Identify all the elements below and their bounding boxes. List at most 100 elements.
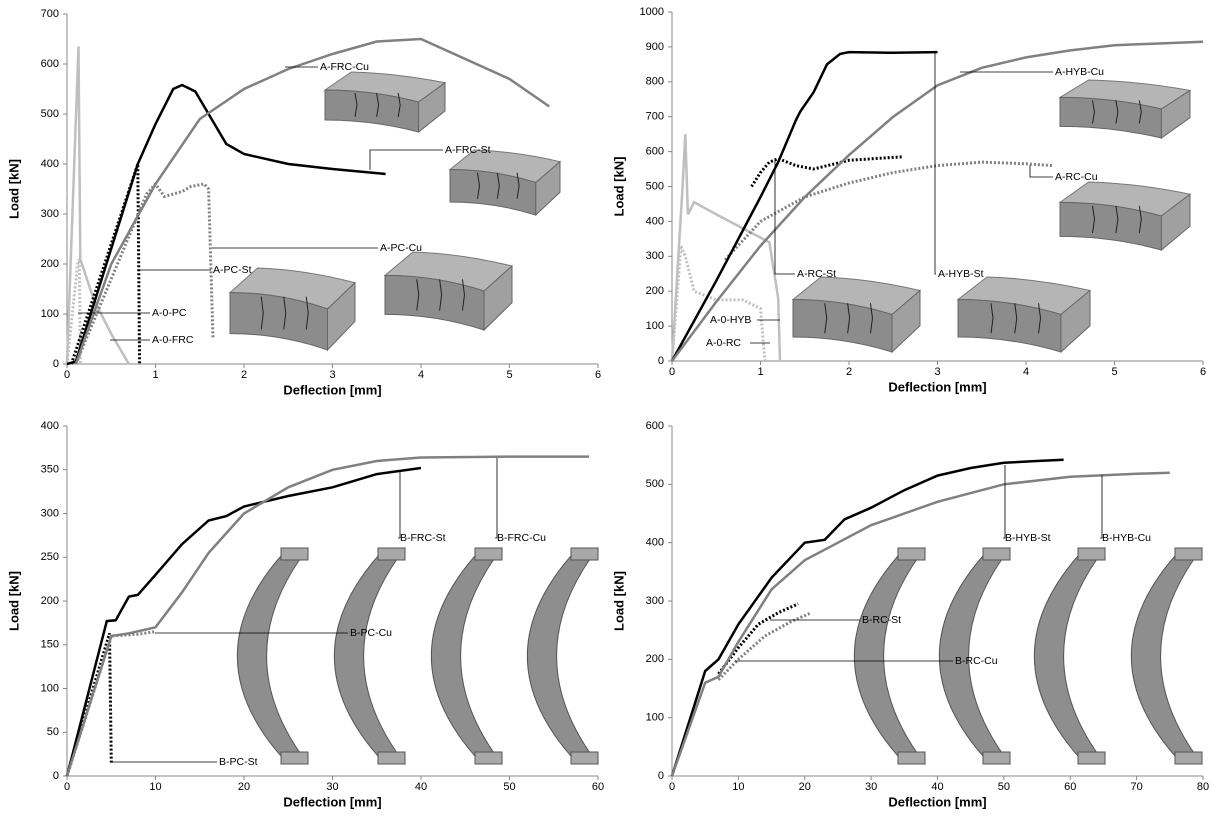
series-label: A-0-RC	[706, 337, 741, 349]
series-label: B-FRC-Cu	[497, 532, 546, 544]
x-tick-label: 60	[592, 781, 604, 793]
x-tick-label: 40	[415, 781, 427, 793]
model-face	[1078, 752, 1105, 764]
x-tick-label: 3	[934, 366, 940, 378]
model-face	[983, 752, 1010, 764]
model-face	[237, 548, 308, 764]
model-face	[1175, 752, 1202, 764]
series-label: B-HYB-St	[1005, 532, 1051, 544]
x-tick-label: 5	[1111, 366, 1117, 378]
x-axis-title: Deflection [mm]	[283, 382, 381, 397]
model-render	[1060, 80, 1190, 138]
x-tick-label: 5	[506, 369, 512, 381]
model-face	[334, 548, 405, 764]
model-render	[237, 548, 308, 764]
model-render	[854, 548, 925, 764]
model-face	[571, 548, 598, 560]
y-tick-label: 200	[41, 595, 59, 607]
model-face	[527, 548, 598, 764]
x-axis-title: Deflection [mm]	[283, 794, 381, 809]
x-tick-label: 60	[1064, 781, 1076, 793]
model-render	[1034, 548, 1105, 764]
y-tick-label: 0	[53, 770, 59, 782]
model-render	[325, 72, 445, 132]
model-face	[281, 548, 308, 560]
model-render	[385, 252, 512, 330]
model-face	[1175, 548, 1202, 560]
series-label: A-0-HYB	[710, 314, 751, 326]
leader-line	[1100, 475, 1102, 538]
series-label: A-0-FRC	[152, 334, 194, 346]
leader-line	[495, 458, 497, 538]
model-render	[334, 548, 405, 764]
leader-line	[370, 150, 443, 170]
y-tick-label: 100	[41, 682, 59, 694]
model-render	[527, 548, 598, 764]
x-tick-label: 10	[732, 781, 744, 793]
model-face	[983, 548, 1010, 560]
model-render	[1131, 548, 1202, 764]
series-label: A-0-PC	[152, 307, 187, 319]
series-label: A-HYB-St	[938, 268, 984, 280]
figure: 01002003004005006007000123456Deflection …	[0, 0, 1212, 825]
x-tick-label: 40	[931, 781, 943, 793]
y-axis-title: Load [kN]	[6, 159, 21, 219]
y-tick-label: 350	[41, 464, 59, 476]
x-tick-label: 2	[846, 366, 852, 378]
x-tick-label: 10	[149, 781, 161, 793]
model-face	[571, 752, 598, 764]
data-line	[67, 457, 589, 776]
y-tick-label: 100	[41, 308, 59, 320]
y-tick-label: 800	[646, 76, 664, 88]
model-render	[793, 277, 920, 352]
model-face	[281, 752, 308, 764]
series-label: B-PC-Cu	[350, 627, 392, 639]
series-label: A-RC-St	[797, 268, 836, 280]
model-face	[431, 548, 502, 764]
model-render	[431, 548, 502, 764]
x-tick-label: 30	[326, 781, 338, 793]
model-render	[958, 277, 1090, 352]
y-tick-label: 150	[41, 639, 59, 651]
y-tick-label: 0	[53, 358, 59, 370]
y-axis-title: Load [kN]	[6, 571, 21, 631]
series-label: A-RC-Cu	[1055, 171, 1098, 183]
y-tick-label: 400	[646, 537, 664, 549]
y-tick-label: 300	[646, 250, 664, 262]
model-face	[898, 752, 925, 764]
model-face	[378, 548, 405, 560]
y-tick-label: 250	[41, 551, 59, 563]
y-tick-label: 200	[646, 653, 664, 665]
y-tick-label: 500	[646, 180, 664, 192]
model-face	[378, 752, 405, 764]
x-tick-label: 6	[595, 369, 601, 381]
series-label: B-FRC-St	[400, 532, 446, 544]
y-tick-label: 400	[41, 158, 59, 170]
y-tick-label: 300	[41, 208, 59, 220]
x-tick-label: 3	[329, 369, 335, 381]
y-tick-label: 300	[41, 507, 59, 519]
x-axis-title: Deflection [mm]	[888, 794, 986, 809]
y-tick-label: 400	[646, 215, 664, 227]
data-line	[67, 47, 129, 365]
series-label: B-PC-St	[219, 756, 258, 768]
y-tick-label: 300	[646, 595, 664, 607]
y-tick-label: 100	[646, 320, 664, 332]
model-render	[450, 150, 560, 215]
data-line	[725, 162, 1052, 260]
x-tick-label: 80	[1197, 781, 1209, 793]
data-line	[719, 613, 812, 680]
model-face	[475, 752, 502, 764]
model-face	[898, 548, 925, 560]
x-tick-label: 1	[757, 366, 763, 378]
y-tick-label: 400	[41, 420, 59, 432]
x-tick-label: 70	[1131, 781, 1143, 793]
series-label: A-PC-St	[213, 264, 252, 276]
data-line	[672, 473, 1170, 776]
y-tick-label: 0	[658, 355, 664, 367]
y-tick-label: 50	[47, 726, 59, 738]
y-tick-label: 500	[41, 108, 59, 120]
series-label: A-FRC-Cu	[320, 61, 369, 73]
x-tick-label: 0	[669, 781, 675, 793]
y-tick-label: 600	[41, 58, 59, 70]
